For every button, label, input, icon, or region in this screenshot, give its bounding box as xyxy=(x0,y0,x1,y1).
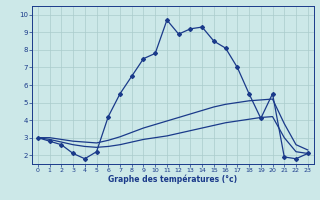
X-axis label: Graphe des températures (°c): Graphe des températures (°c) xyxy=(108,175,237,184)
